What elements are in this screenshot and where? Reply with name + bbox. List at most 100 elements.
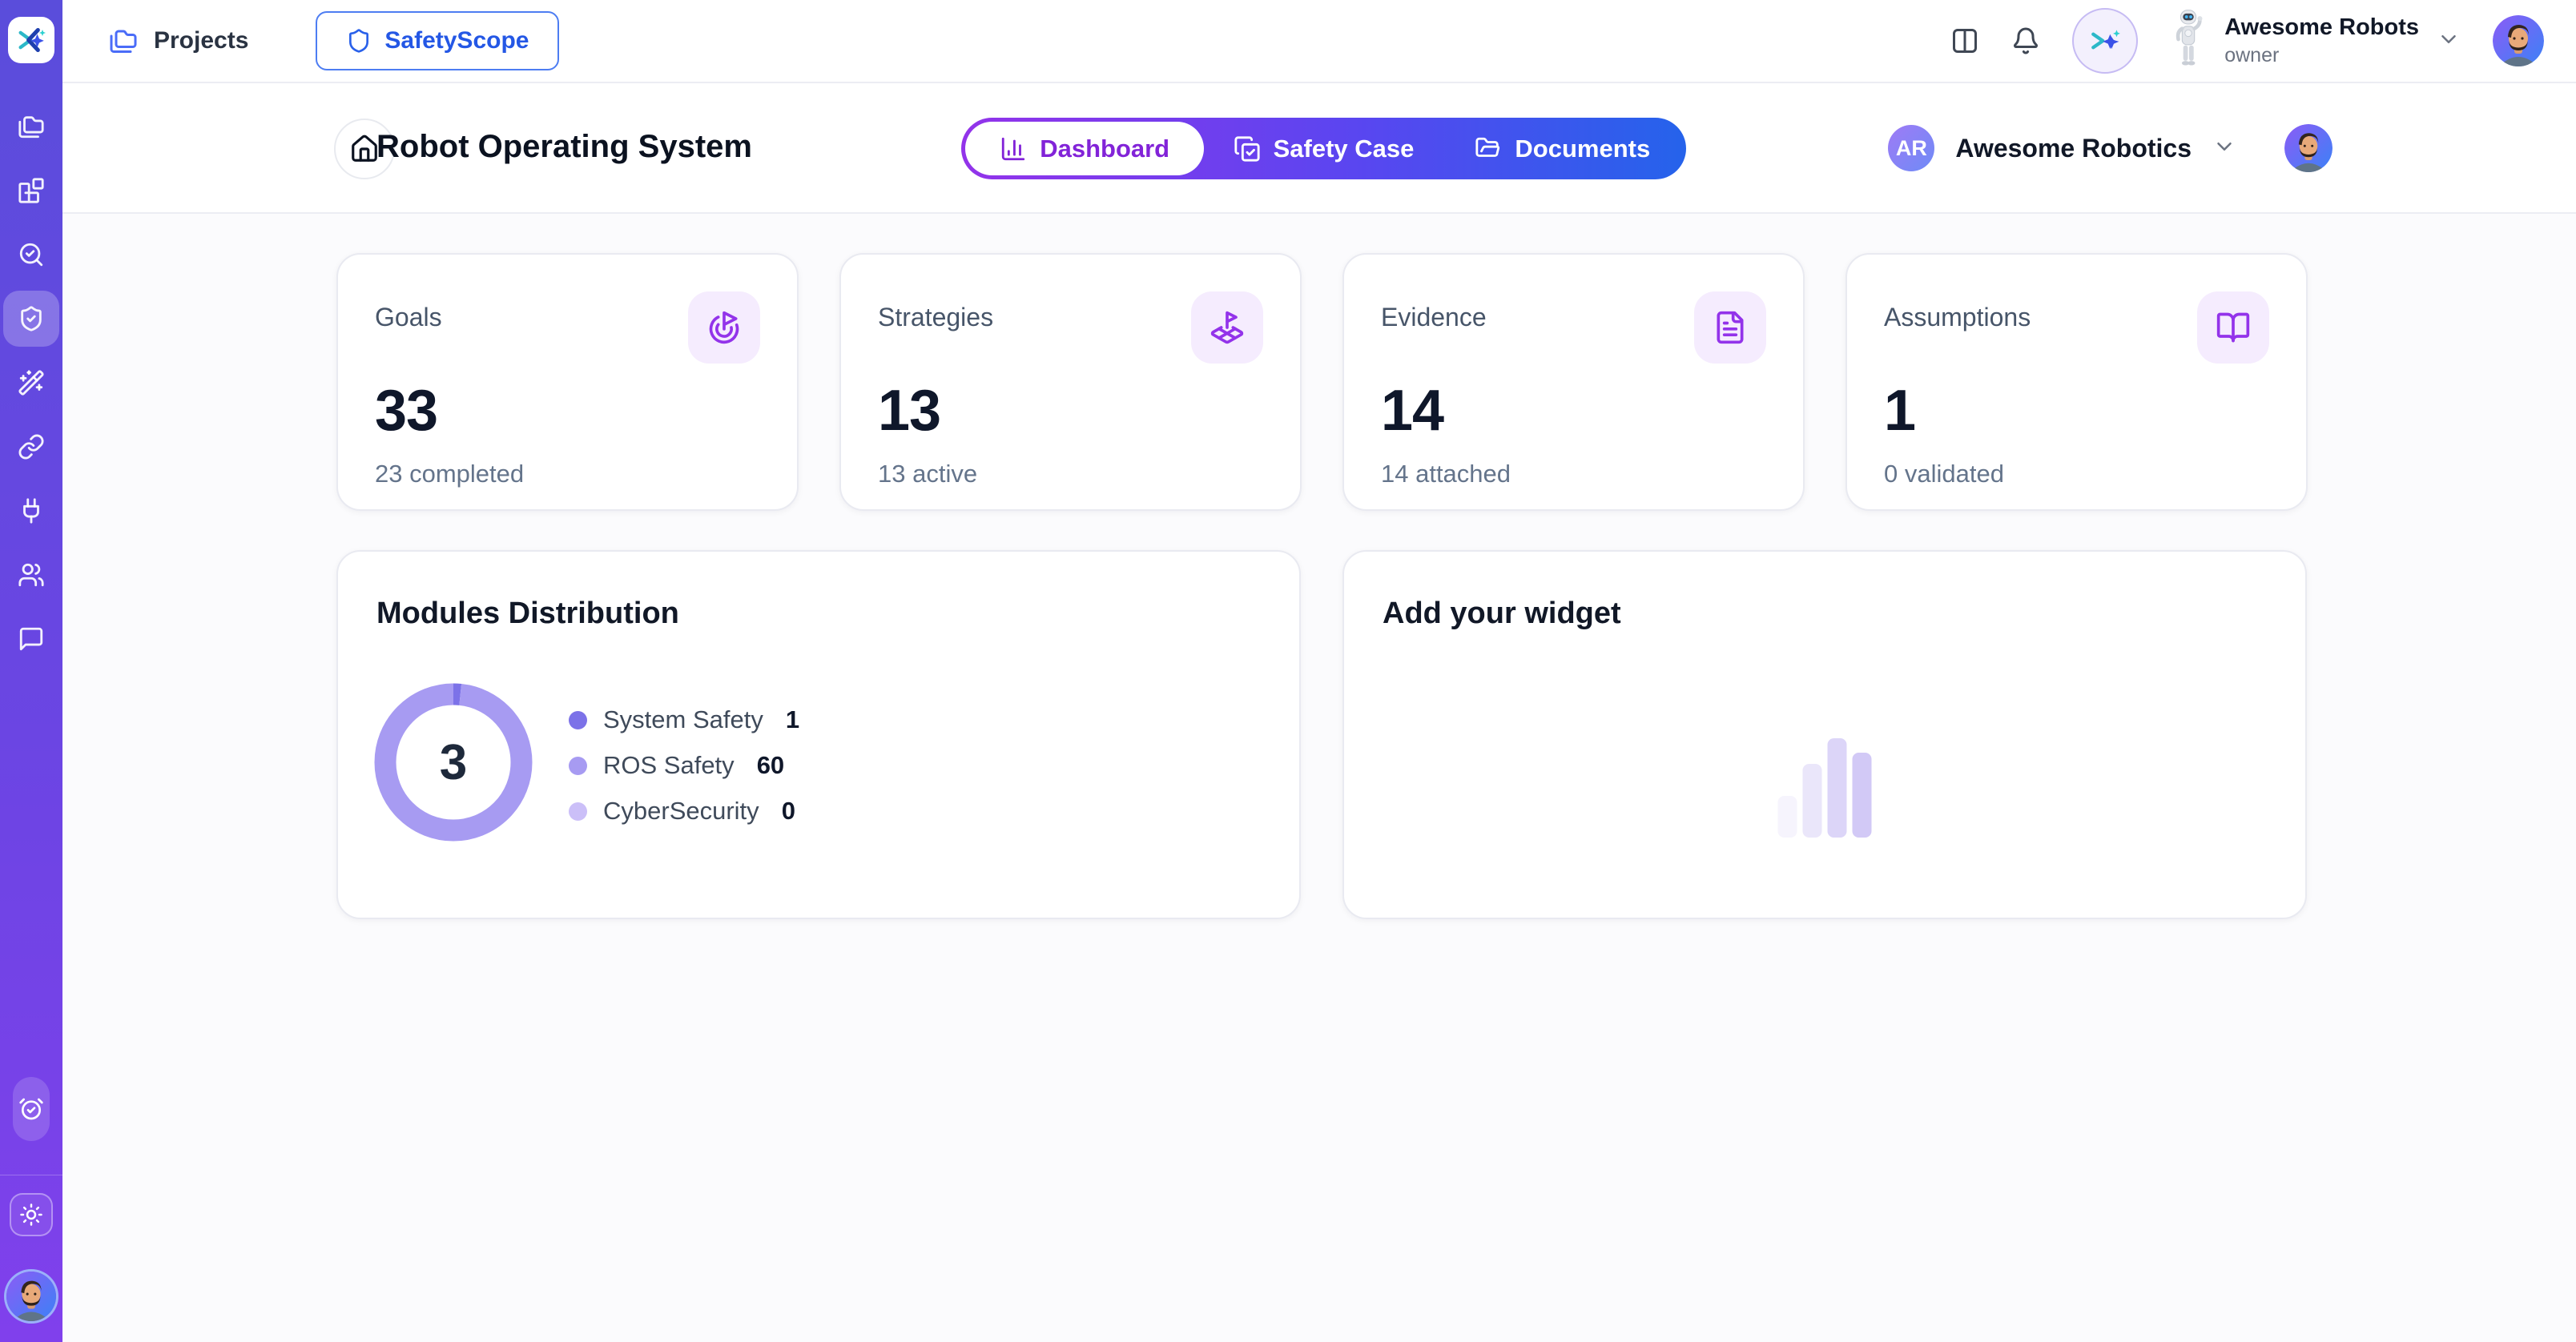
sidebar-item-integrations[interactable]	[3, 483, 59, 539]
stat-card-evidence: Evidence 14 14 attached	[1342, 253, 1805, 511]
bell-icon	[2014, 27, 2039, 54]
tab-label: Documents	[1515, 134, 1651, 163]
home-button[interactable]	[334, 119, 395, 179]
sidebar-item-projects[interactable]	[3, 98, 59, 155]
panel-toggle-button[interactable]	[1950, 26, 1979, 55]
org-initials-badge: AR	[1888, 125, 1935, 171]
avatar-image	[6, 1272, 56, 1321]
shield-icon	[349, 29, 369, 53]
sidebar-item-modules[interactable]	[3, 163, 59, 219]
add-widget-card[interactable]: Add your widget	[1342, 550, 2307, 919]
account-name: Awesome Robots	[2224, 14, 2419, 40]
dashboard-content: Goals 33 23 completed Strategies	[62, 214, 2576, 1342]
tab-safety-case[interactable]: Safety Case	[1204, 122, 1443, 175]
safetyscope-button[interactable]: SafetyScope	[316, 11, 560, 70]
plug-icon	[23, 498, 39, 524]
tab-documents[interactable]: Documents	[1443, 122, 1682, 175]
sidebar-bottom	[0, 1077, 62, 1342]
user-avatar[interactable]	[2493, 15, 2544, 66]
logo-sparkle-icon	[18, 28, 46, 52]
stat-label: Goals	[375, 303, 442, 331]
sidebar-item-safety[interactable]	[3, 291, 59, 347]
sidebar-item-automation[interactable]	[3, 355, 59, 411]
stat-value: 33	[375, 379, 438, 443]
copy-check-icon	[1234, 135, 1260, 162]
ai-sparkle-icon	[2091, 30, 2121, 50]
message-square-icon	[19, 627, 43, 651]
sidebar	[0, 0, 62, 1342]
strategy-flag-icon	[1191, 291, 1263, 364]
view-tabs: Dashboard Safety Case Documents	[961, 118, 1686, 179]
projects-label: Projects	[154, 27, 249, 54]
legend-label: ROS Safety	[603, 751, 735, 779]
theme-toggle-button[interactable]	[10, 1193, 53, 1236]
ai-assistant-button[interactable]	[2072, 8, 2139, 74]
sidebar-item-review[interactable]	[3, 227, 59, 283]
stat-card-goals: Goals 33 23 completed	[336, 253, 799, 511]
avatar-image	[2284, 124, 2332, 172]
account-role: owner	[2224, 44, 2280, 66]
stat-label: Evidence	[1381, 303, 1487, 331]
folder-open-icon	[1475, 137, 1500, 157]
sidebar-nav	[3, 98, 59, 667]
users-icon	[18, 563, 44, 587]
app-logo[interactable]	[8, 17, 54, 63]
topbar: Projects SafetyScope	[62, 0, 2576, 83]
chevron-down-icon[interactable]	[2437, 27, 2461, 55]
donut-total: 3	[439, 734, 468, 790]
org-user-avatar[interactable]	[2284, 124, 2332, 172]
legend-value: 1	[785, 705, 800, 733]
stat-subtitle: 0 validated	[1884, 460, 2004, 488]
search-check-icon	[19, 243, 43, 267]
org-selector[interactable]: AR Awesome Robotics	[1888, 124, 2332, 172]
notifications-button[interactable]	[2011, 26, 2040, 55]
stat-card-strategies: Strategies 13 13 active	[839, 253, 1302, 511]
project-header: Robot Operating System Dashboard Safety …	[62, 83, 2576, 214]
modules-donut	[374, 683, 533, 842]
wand-sparkles-icon	[18, 370, 44, 396]
chart-column-icon	[1002, 137, 1025, 160]
stat-value: 14	[1381, 379, 1444, 443]
legend-dot	[569, 802, 587, 821]
link-icon	[18, 434, 44, 460]
sun-icon	[20, 1203, 42, 1226]
legend-item: ROS Safety 60	[569, 749, 799, 781]
file-text-icon	[1694, 291, 1766, 364]
alarm-check-button[interactable]	[13, 1077, 50, 1141]
book-open-icon	[2197, 291, 2269, 364]
account-names: Awesome Robots owner	[2224, 14, 2419, 67]
tab-label: Safety Case	[1273, 134, 1415, 163]
robot-mascot-image	[2176, 10, 2203, 66]
donut-legend: System Safety 1 ROS Safety 60 CyberSecur…	[569, 704, 799, 827]
alarm-check-icon	[19, 1098, 43, 1120]
chevron-down-icon[interactable]	[2212, 135, 2236, 163]
legend-item: System Safety 1	[569, 704, 799, 736]
account-menu[interactable]: Awesome Robots owner	[2170, 6, 2461, 75]
sidebar-item-team[interactable]	[3, 547, 59, 603]
legend-dot	[569, 756, 587, 775]
stat-subtitle: 23 completed	[375, 460, 525, 488]
tab-dashboard[interactable]: Dashboard	[965, 122, 1205, 175]
sidebar-user-avatar[interactable]	[6, 1272, 56, 1321]
folders-icon	[18, 116, 44, 139]
shield-check-icon	[21, 306, 42, 331]
stat-value: 13	[878, 379, 941, 443]
tab-label: Dashboard	[1040, 134, 1170, 163]
placeholder-chart-icon	[1777, 738, 1872, 838]
legend-label: CyberSecurity	[603, 797, 759, 825]
sidebar-item-chat[interactable]	[3, 611, 59, 667]
blocks-icon	[18, 178, 44, 203]
stat-subtitle: 14 attached	[1381, 460, 1511, 488]
legend-item: CyberSecurity 0	[569, 795, 799, 827]
stat-card-assumptions: Assumptions 1 0 validated	[1845, 253, 2308, 511]
stat-label: Strategies	[878, 303, 994, 331]
sidebar-item-links[interactable]	[3, 419, 59, 475]
avatar-image	[2493, 15, 2544, 66]
projects-button[interactable]: Projects	[109, 26, 248, 55]
modules-distribution-card: Modules Distribution 3 System Safety 1 R…	[336, 550, 1301, 919]
stat-subtitle: 13 active	[878, 460, 978, 488]
page-title: Robot Operating System	[376, 129, 752, 164]
goal-icon	[688, 291, 760, 364]
stat-value: 1	[1884, 379, 1916, 443]
